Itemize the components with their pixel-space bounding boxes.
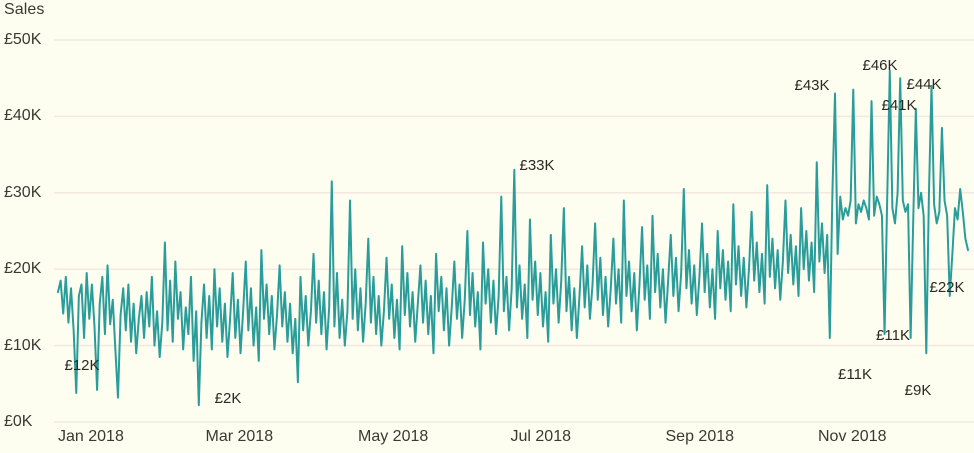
x-axis-tick-label: May 2018 [358,428,429,445]
data-point-annotation: £11K [838,366,872,383]
x-axis-tick-label: Nov 2018 [818,428,887,445]
data-point-annotation: £11K [876,327,910,344]
data-point-annotation: £2K [214,390,242,407]
data-point-annotation: £33K [519,157,555,174]
data-point-annotation: £22K [929,279,965,296]
x-axis-tick-label: Jul 2018 [510,428,572,445]
data-point-annotation: £46K [862,57,898,74]
x-axis-tick-label: Mar 2018 [205,428,274,445]
data-point-annotation: £9K [904,382,932,399]
data-point-annotation: £41K [881,97,917,114]
y-axis-tick-label: £30K [4,183,42,201]
y-axis-title: Sales [4,1,45,18]
y-axis-tick-label: £40K [4,107,42,125]
x-axis-tick-label: Sep 2018 [665,428,735,445]
y-axis-tick-label: £50K [4,31,42,48]
y-axis-tick-label: £20K [4,260,42,278]
sales-line-series [57,69,969,407]
x-axis-tick-label: Jan 2018 [58,428,124,445]
data-point-annotation: £43K [794,77,830,94]
data-point-annotation: £44K [906,76,942,93]
data-point-annotation: £12K [64,357,100,374]
y-axis-tick-label: £0K [4,413,33,430]
y-axis-tick-label: £10K [4,336,42,354]
